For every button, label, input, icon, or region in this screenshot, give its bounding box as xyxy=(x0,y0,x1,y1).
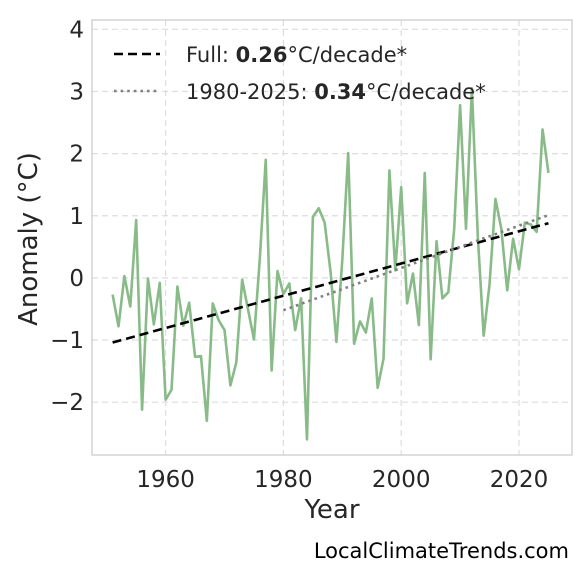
legend-recent-prefix: 1980-2025: xyxy=(186,80,314,104)
y-tick-labels: −2 −1 0 1 2 3 4 xyxy=(50,17,84,416)
legend-label-recent: 1980-2025: 0.34°C/decade* xyxy=(186,80,486,104)
grid xyxy=(92,20,572,455)
legend-full-unit: °C/decade* xyxy=(288,43,408,67)
y-tick-label: 0 xyxy=(69,266,84,292)
plot-frame xyxy=(91,19,573,456)
source-watermark: LocalClimateTrends.com xyxy=(314,539,569,563)
y-tick-label: 4 xyxy=(69,17,84,43)
legend-recent-rate: 0.34 xyxy=(314,80,366,104)
x-tick-label: 1980 xyxy=(254,467,313,493)
x-tick-label: 1960 xyxy=(136,467,195,493)
y-tick-label: 2 xyxy=(69,142,84,168)
y-tick-label: 1 xyxy=(69,204,84,230)
x-tick-label: 2000 xyxy=(372,467,431,493)
y-tick-label: 3 xyxy=(69,79,84,105)
trend-line-1980-2025 xyxy=(282,213,549,312)
legend: Full: 0.26°C/decade* 1980-2025: 0.34°C/d… xyxy=(114,43,486,104)
x-tick-label: 2020 xyxy=(490,467,549,493)
y-tick-label: −2 xyxy=(50,390,84,416)
observed-anomaly-line xyxy=(111,87,550,441)
legend-label-full: Full: 0.26°C/decade* xyxy=(186,43,407,67)
y-axis-title: Anomaly (°C) xyxy=(14,152,44,326)
x-axis-title: Year xyxy=(303,495,359,525)
y-tick-label: −1 xyxy=(50,328,84,354)
legend-full-rate: 0.26 xyxy=(236,43,288,67)
series-layer xyxy=(111,87,550,441)
x-tick-labels: 1960 1980 2000 2020 xyxy=(136,467,548,493)
legend-recent-unit: °C/decade* xyxy=(366,80,486,104)
legend-full-prefix: Full: xyxy=(186,43,236,67)
trend-line-full xyxy=(112,221,549,344)
